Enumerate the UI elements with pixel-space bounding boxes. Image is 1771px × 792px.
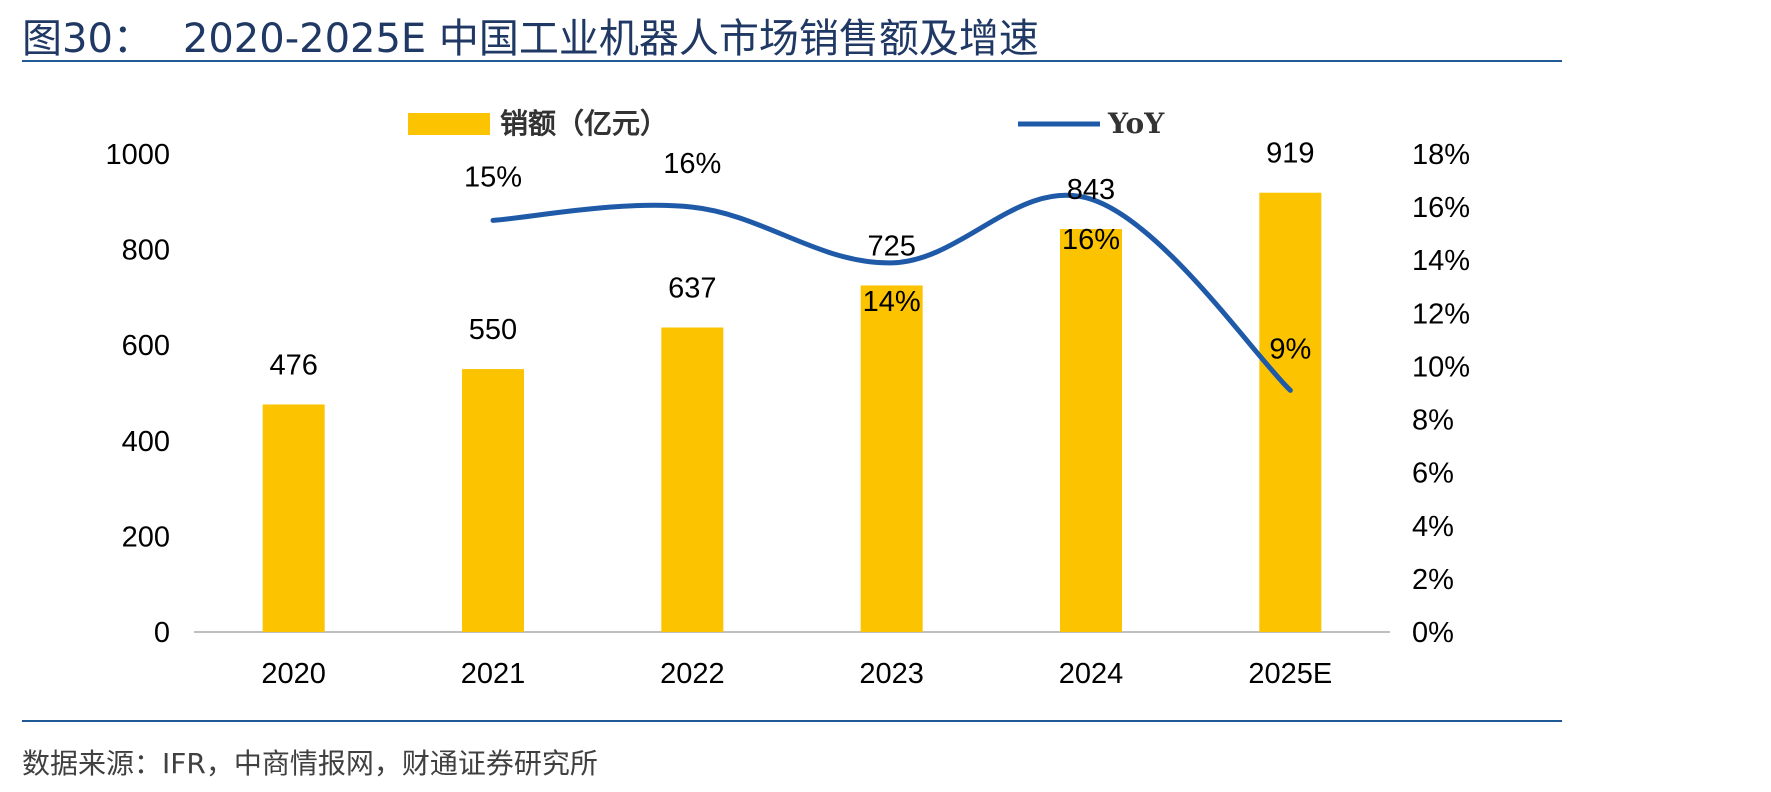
left-tick-label: 600: [122, 330, 170, 362]
right-tick-label: 6%: [1412, 458, 1454, 490]
legend: 销额（亿元） YoY: [408, 107, 1165, 140]
bar-data-labels: 476 550 637 725 843 919: [269, 138, 1314, 382]
right-tick-label: 8%: [1412, 405, 1454, 437]
yoy-value-label: 16%: [1062, 224, 1120, 256]
legend-label-bar: 销额（亿元）: [500, 107, 668, 140]
right-tick-label: 10%: [1412, 351, 1470, 383]
x-tick-label: 2024: [1059, 658, 1124, 690]
x-tick-label: 2021: [461, 658, 526, 690]
left-tick-label: 200: [122, 521, 170, 553]
bar-value-label: 919: [1266, 138, 1314, 170]
left-tick-label: 800: [122, 235, 170, 267]
bar: [661, 327, 724, 632]
left-tick-label: 0: [154, 617, 170, 649]
right-tick-label: 16%: [1412, 192, 1470, 224]
yoy-line: [490, 192, 1293, 393]
source-divider: [22, 720, 1562, 722]
bar: [1060, 229, 1122, 632]
bar: [262, 404, 325, 632]
left-axis: 0 200 400 600 800 1000: [105, 139, 170, 649]
right-tick-label: 0%: [1412, 617, 1454, 649]
bar-value-label: 637: [668, 273, 716, 305]
right-tick-label: 18%: [1412, 139, 1470, 171]
right-tick-label: 14%: [1412, 245, 1470, 277]
bar: [462, 369, 524, 632]
bar-value-label: 476: [269, 349, 317, 381]
chart-title: 图30： 2020-2025E 中国工业机器人市场销售额及增速: [22, 6, 1039, 64]
x-tick-label: 2025E: [1248, 658, 1332, 690]
figure-label: 图30：: [22, 16, 153, 62]
figure-title-text: 2020-2025E 中国工业机器人市场销售额及增速: [182, 16, 1039, 62]
legend-swatch-bar: [408, 113, 490, 135]
yoy-value-label: 16%: [663, 148, 721, 180]
yoy-value-label: 15%: [464, 161, 522, 193]
line-data-labels: 15% 16% 14% 16% 9%: [464, 148, 1311, 365]
x-tick-label: 2023: [859, 658, 924, 690]
right-tick-label: 4%: [1412, 511, 1454, 543]
title-divider: [22, 60, 1562, 62]
bar-value-label: 843: [1067, 174, 1115, 206]
right-axis: 0% 2% 4% 6% 8% 10% 12% 14% 16% 18%: [1412, 139, 1470, 649]
right-tick-label: 12%: [1412, 298, 1470, 330]
bar: [860, 285, 923, 632]
bar: [1259, 192, 1322, 632]
bar-value-label: 550: [469, 314, 517, 346]
bar-value-label: 725: [867, 230, 915, 262]
bar-series: [262, 192, 1322, 632]
yoy-value-label: 14%: [863, 286, 921, 318]
x-tick-label: 2020: [261, 658, 326, 690]
x-tick-label: 2022: [660, 658, 725, 690]
right-tick-label: 2%: [1412, 564, 1454, 596]
left-tick-label: 400: [122, 426, 170, 458]
source-note: 数据来源：IFR，中商情报网，财通证券研究所: [22, 747, 598, 780]
yoy-value-label: 9%: [1269, 333, 1311, 365]
legend-label-line: YoY: [1107, 107, 1165, 140]
left-tick-label: 1000: [105, 139, 170, 171]
x-axis: 2020 2021 2022 2023 2024 2025E: [261, 658, 1332, 690]
